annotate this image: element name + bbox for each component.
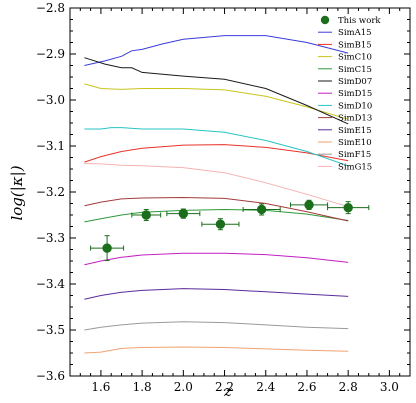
- axis-ticks: 1.6 1.8 2.0 2.2 2.4 2.6 2.8 3.0 −3.6 −3.5 −3.4 −3.3…: [36, 1, 411, 394]
- observation-marker: [141, 210, 151, 220]
- y-axis-title: log(|κ|): [8, 165, 26, 220]
- y-tick-label: −3.1: [36, 139, 65, 153]
- legend: This work SimA15 SimB15 SimC10 SimC15 SimD07 S…: [318, 15, 381, 172]
- legend-label: SimC10: [338, 53, 372, 63]
- y-tick-label: −3.0: [36, 93, 65, 107]
- legend-entry: SimD15: [318, 89, 372, 99]
- legend-label: This work: [338, 16, 381, 26]
- x-tick-label: 1.8: [133, 380, 152, 394]
- plot-frame: [69, 7, 411, 377]
- observation-marker: [215, 219, 226, 229]
- x-tick-label: 2.6: [297, 380, 316, 394]
- observation-point: [327, 201, 370, 215]
- legend-marker: [320, 15, 330, 25]
- legend-entry: SimC10: [318, 53, 372, 63]
- legend-label: SimE10: [338, 138, 372, 148]
- legend-label: SimF15: [338, 150, 371, 160]
- series-line-simd13: [84, 196, 349, 222]
- legend-entry: SimC15: [318, 65, 372, 75]
- legend-label: SimB15: [338, 40, 372, 50]
- x-tick-label: 2.8: [339, 380, 358, 394]
- observation-marker: [304, 200, 314, 210]
- legend-entry: SimG15: [318, 162, 372, 172]
- observation-marker: [102, 243, 112, 253]
- legend-entry: SimE10: [318, 138, 372, 148]
- series-line-sima15: [84, 35, 349, 66]
- legend-label: SimD07: [338, 77, 372, 87]
- legend-entry: This work: [320, 15, 381, 26]
- legend-entry: SimF15: [318, 150, 371, 160]
- y-tick-label: −3.6: [36, 369, 65, 383]
- legend-label: SimD10: [338, 101, 372, 111]
- legend-label: SimD15: [338, 89, 372, 99]
- observation-point: [90, 235, 125, 262]
- observation-point: [289, 199, 329, 210]
- x-tick-label: 2.0: [174, 380, 193, 394]
- observation-point: [131, 208, 162, 222]
- observation-point: [201, 218, 240, 231]
- observation-points: [90, 199, 370, 262]
- x-tick-label: 2.2: [215, 380, 234, 394]
- observation-marker: [343, 202, 353, 213]
- x-tick-label: 2.4: [256, 380, 275, 394]
- legend-entry: SimB15: [318, 40, 372, 50]
- legend-entry: SimD07: [318, 77, 372, 87]
- series-line-simb15: [84, 144, 349, 163]
- y-tick-label: −2.8: [36, 1, 65, 15]
- series-line-simd07: [84, 57, 349, 125]
- observation-marker: [178, 208, 189, 219]
- series-line-sime10: [84, 346, 349, 354]
- series-line-simf15: [84, 321, 349, 331]
- legend-label: SimG15: [338, 162, 372, 172]
- legend-label: SimD13: [338, 114, 372, 124]
- series-lines: [84, 35, 349, 354]
- x-tick-label: 1.6: [91, 380, 110, 394]
- y-tick-label: −3.3: [36, 231, 65, 245]
- series-line-simd10: [84, 127, 349, 167]
- legend-label: SimA15: [338, 28, 372, 38]
- y-tick-label: −3.5: [36, 323, 65, 337]
- x-tick-label: 3.0: [380, 380, 399, 394]
- observation-point: [166, 208, 201, 219]
- series-line-simg15: [84, 163, 349, 208]
- legend-label: SimC15: [338, 65, 372, 75]
- legend-label: SimE15: [338, 126, 372, 136]
- observation-point: [242, 203, 281, 216]
- legend-entry: SimD13: [318, 114, 372, 124]
- y-tick-label: −2.9: [36, 47, 65, 61]
- series-line-simc10: [84, 83, 349, 120]
- series-line-simc15: [84, 208, 349, 223]
- legend-entry: SimA15: [318, 28, 372, 38]
- series-line-sime15: [84, 288, 349, 300]
- observation-marker: [256, 204, 267, 215]
- y-tick-label: −3.2: [36, 185, 65, 199]
- legend-entry: SimD10: [318, 101, 372, 111]
- legend-entry: SimE15: [318, 126, 372, 136]
- series-line-simd15: [84, 252, 349, 266]
- y-tick-label: −3.4: [36, 277, 66, 291]
- x-axis-title: z: [223, 382, 232, 400]
